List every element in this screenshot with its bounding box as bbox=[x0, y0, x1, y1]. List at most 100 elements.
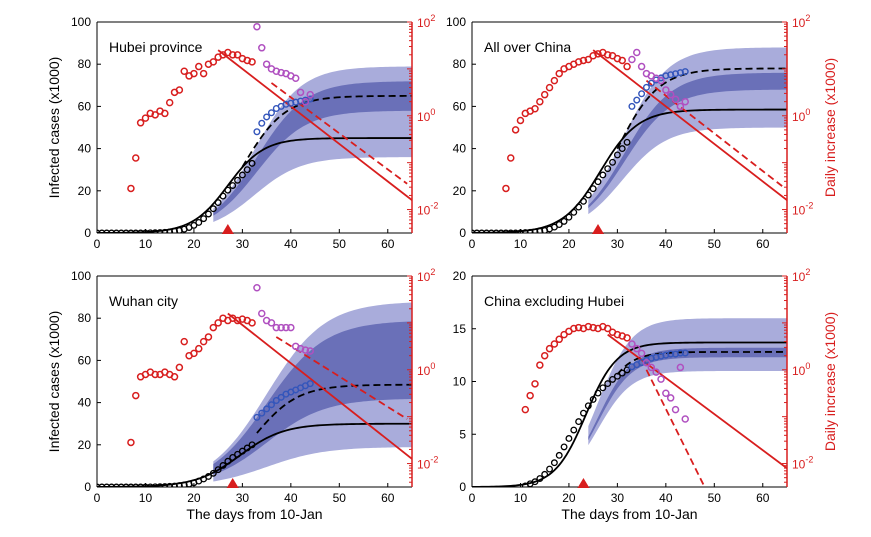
x-tick-label: 20 bbox=[562, 237, 576, 251]
daily-point bbox=[209, 58, 218, 66]
x-tick-label: 30 bbox=[236, 237, 250, 251]
daily-point bbox=[570, 324, 578, 333]
x-tick-label: 0 bbox=[469, 237, 476, 251]
right-tick-label: 102 bbox=[417, 13, 435, 30]
daily-point bbox=[555, 69, 563, 78]
y-tick-label: 0 bbox=[84, 226, 91, 240]
fit-dashed-line bbox=[241, 94, 412, 168]
daily-fit-dashed-line bbox=[645, 369, 706, 487]
cumulative-point bbox=[209, 205, 217, 213]
right-tick-exponent: 0 bbox=[805, 361, 810, 371]
cumulative-point bbox=[234, 176, 241, 184]
cumulative-recent-point bbox=[676, 349, 684, 357]
cumulative-point bbox=[526, 228, 534, 233]
daily-point bbox=[214, 319, 222, 327]
cumulative-point bbox=[127, 483, 135, 487]
cumulative-point bbox=[580, 197, 587, 205]
y-tick-label: 20 bbox=[453, 269, 467, 283]
x-axis-label: The days from 10-Jan bbox=[561, 506, 697, 522]
cumulative-recent-point bbox=[681, 68, 689, 76]
daily-point bbox=[545, 344, 554, 353]
right-axis-label: Daily increase (x1000) bbox=[822, 58, 838, 197]
cumulative-point bbox=[229, 454, 237, 461]
right-tick-label: 10-2 bbox=[417, 455, 438, 472]
cumulative-point bbox=[238, 447, 246, 455]
cumulative-point bbox=[229, 182, 237, 189]
right-tick-exponent: 2 bbox=[805, 13, 810, 23]
daily-point bbox=[195, 344, 203, 353]
right-axis-label: Daily increase (x1000) bbox=[822, 312, 838, 451]
y-tick-label: 100 bbox=[71, 15, 91, 29]
daily-recent-point bbox=[633, 344, 641, 353]
daily-point bbox=[536, 97, 544, 106]
fit-solid-line bbox=[97, 137, 412, 233]
daily-point bbox=[233, 316, 242, 325]
cumulative-point bbox=[589, 185, 597, 193]
daily-point bbox=[536, 361, 544, 369]
daily-recent-point bbox=[666, 394, 675, 402]
cumulative-point bbox=[594, 178, 602, 186]
daily-recent-point bbox=[671, 95, 680, 104]
daily-recent-point bbox=[258, 44, 266, 52]
daily-recent-point bbox=[628, 340, 636, 348]
y-tick-label: 40 bbox=[78, 396, 92, 410]
x-tick-label: 60 bbox=[381, 491, 395, 505]
daily-recent-point bbox=[306, 90, 314, 99]
cumulative-point bbox=[219, 462, 227, 469]
daily-recent-point bbox=[642, 358, 651, 367]
y-tick-label: 15 bbox=[453, 322, 467, 336]
right-tick-base: 10 bbox=[417, 16, 431, 30]
daily-point bbox=[560, 330, 568, 339]
cumulative-point bbox=[531, 228, 539, 233]
cumulative-point bbox=[560, 217, 568, 225]
daily-recent-point bbox=[633, 48, 641, 57]
fit-solid-line bbox=[472, 108, 787, 233]
right-tick-exponent: -2 bbox=[805, 455, 813, 465]
x-tick-label: 0 bbox=[94, 237, 101, 251]
cumulative-point bbox=[209, 469, 217, 477]
cumulative-point bbox=[98, 483, 106, 487]
cumulative-point bbox=[103, 483, 111, 487]
right-tick-exponent: 0 bbox=[805, 107, 810, 117]
right-tick-label: 100 bbox=[792, 361, 810, 378]
y-tick-label: 5 bbox=[459, 427, 466, 441]
x-tick-label: 50 bbox=[708, 491, 722, 505]
daily-recent-point bbox=[253, 22, 261, 31]
x-tick-label: 0 bbox=[94, 491, 101, 505]
cumulative-point bbox=[171, 482, 178, 487]
cumulative-recent-point bbox=[272, 396, 280, 404]
fit-dashed-line bbox=[616, 351, 787, 375]
cumulative-recent-point bbox=[258, 409, 266, 417]
daily-recent-point bbox=[267, 319, 276, 327]
daily-recent-point bbox=[272, 323, 281, 332]
right-tick-base: 10 bbox=[417, 110, 431, 124]
y-tick-label: 40 bbox=[78, 142, 92, 156]
intervention-marker-icon bbox=[226, 478, 239, 488]
panel-title: Wuhan city bbox=[109, 293, 178, 309]
daily-point bbox=[136, 119, 145, 127]
cumulative-point bbox=[238, 171, 246, 179]
right-tick-label: 100 bbox=[417, 107, 435, 124]
daily-point bbox=[603, 51, 612, 59]
cumulative-point bbox=[613, 372, 621, 380]
cumulative-point bbox=[112, 483, 120, 487]
right-tick-exponent: 0 bbox=[430, 107, 435, 117]
cumulative-point bbox=[541, 470, 549, 478]
cumulative-point bbox=[195, 218, 203, 226]
daily-fit-solid-line bbox=[217, 49, 412, 201]
cumulative-point bbox=[604, 380, 612, 388]
y-tick-label: 10 bbox=[453, 375, 467, 389]
right-tick-base: 10 bbox=[792, 110, 806, 124]
y-tick-label: 100 bbox=[71, 269, 91, 283]
confidence-band-inner bbox=[588, 347, 787, 441]
x-tick-label: 40 bbox=[284, 491, 298, 505]
y-tick-label: 20 bbox=[453, 184, 467, 198]
daily-recent-point bbox=[662, 389, 670, 397]
daily-point bbox=[618, 56, 626, 65]
y-tick-label: 40 bbox=[453, 142, 467, 156]
daily-point bbox=[204, 333, 213, 341]
right-tick-base: 10 bbox=[792, 16, 806, 30]
cumulative-point bbox=[570, 426, 578, 434]
cumulative-point bbox=[205, 473, 212, 480]
